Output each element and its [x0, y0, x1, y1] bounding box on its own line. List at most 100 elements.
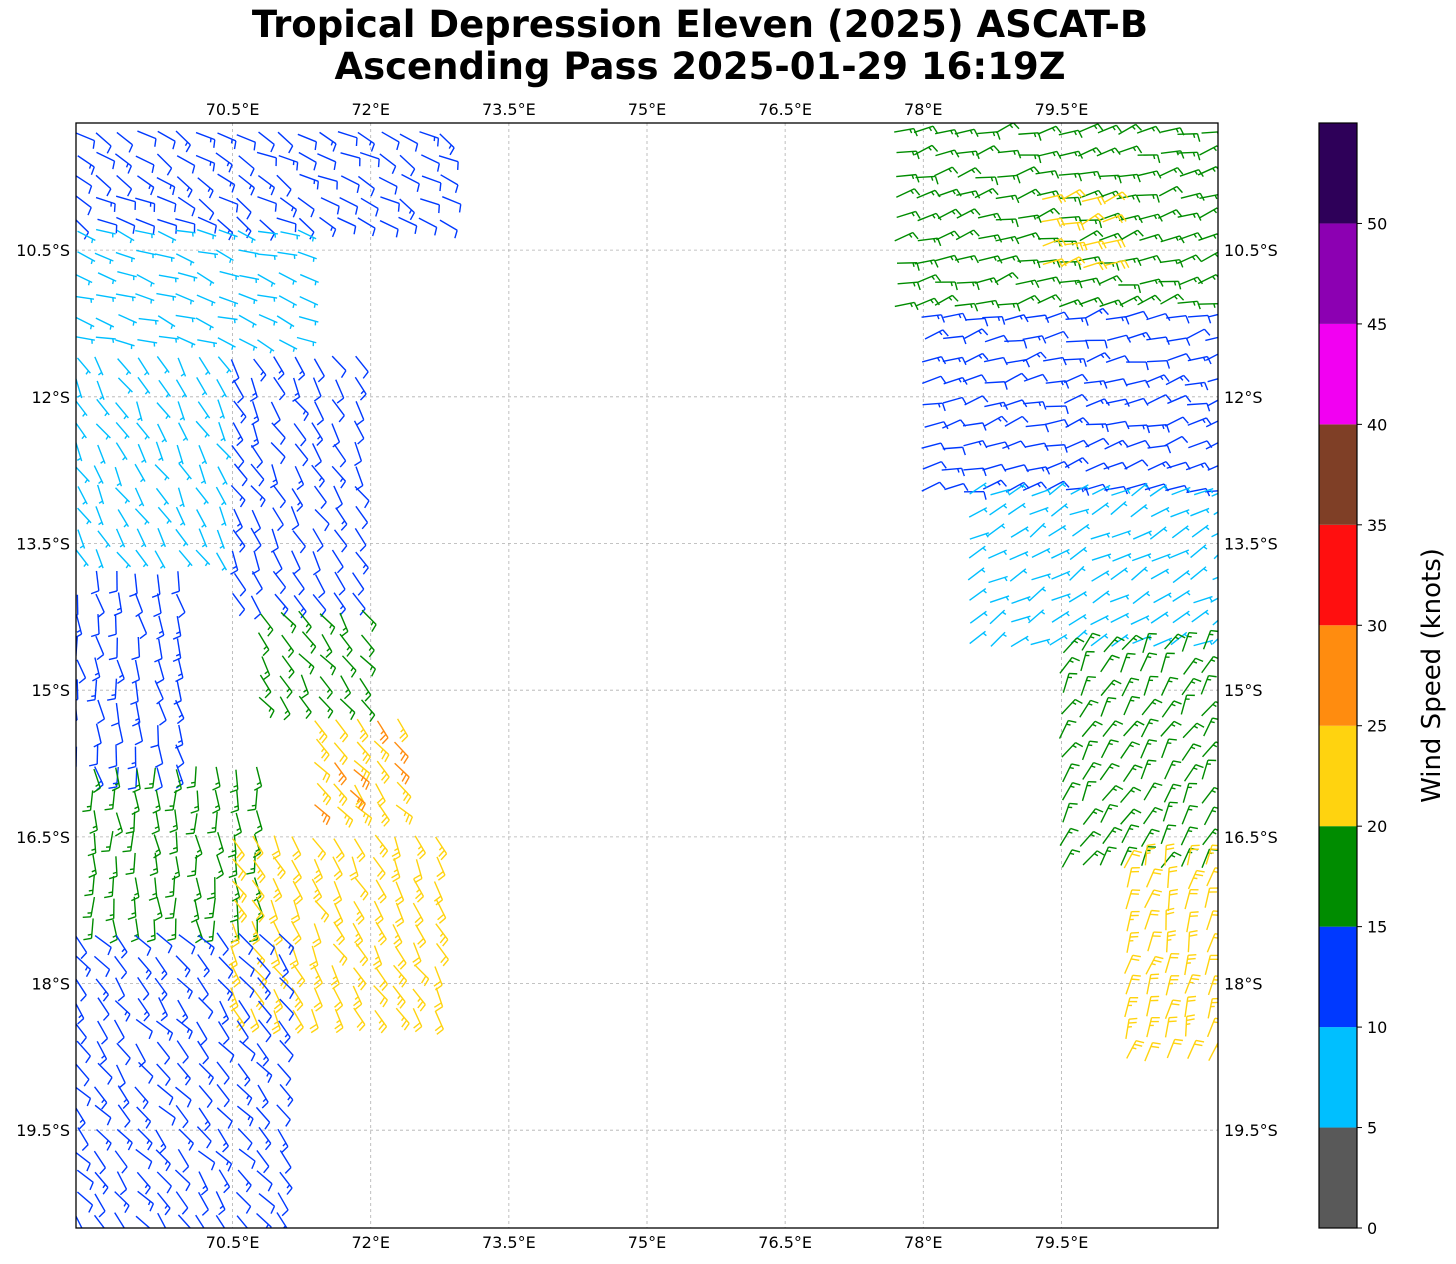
wind-barb — [151, 810, 161, 835]
wind-barb — [414, 964, 430, 987]
wind-barb — [896, 262, 920, 271]
wind-barb — [1145, 868, 1163, 888]
wind-barb — [983, 415, 1008, 427]
wind-barb — [1099, 299, 1124, 308]
wind-barb — [76, 1086, 92, 1107]
wind-barb — [232, 838, 245, 862]
wind-barb — [298, 217, 315, 240]
wind-barb — [292, 963, 306, 988]
wind-barb — [114, 1000, 131, 1022]
wind-barb — [177, 999, 189, 1024]
wind-barb — [212, 789, 221, 814]
wind-barb — [1062, 802, 1078, 823]
wind-barb — [436, 899, 447, 924]
wind-barb — [272, 855, 286, 880]
wind-barb — [418, 217, 438, 236]
wind-barb — [1009, 551, 1029, 561]
wind-barb — [1193, 487, 1214, 496]
wind-barb — [1146, 995, 1160, 1017]
wind-barb — [1144, 909, 1160, 930]
wind-barb — [94, 1193, 106, 1218]
wind-barb — [916, 274, 942, 284]
wind-barb — [333, 783, 348, 807]
wind-barb — [256, 1213, 272, 1228]
wind-barb — [195, 487, 209, 505]
wind-barb — [95, 506, 104, 526]
wind-barb — [1121, 634, 1144, 651]
wind-barb — [127, 767, 138, 790]
wind-barb — [381, 131, 400, 151]
wind-barb — [216, 1107, 233, 1129]
wind-barb — [985, 441, 1010, 450]
wind-barb — [217, 399, 226, 419]
wind-barb — [148, 877, 158, 901]
wind-barb — [333, 742, 348, 766]
wind-barb — [116, 229, 135, 244]
wind-barb — [1167, 888, 1179, 911]
wind-barb — [1200, 251, 1218, 263]
wind-barb — [176, 977, 193, 1000]
wind-barb — [1101, 784, 1124, 801]
wind-barb — [117, 1085, 130, 1110]
wind-barb — [352, 592, 366, 616]
wind-barb — [1207, 975, 1218, 996]
wind-barb — [167, 918, 177, 942]
wind-barb — [259, 219, 276, 241]
wind-barb — [116, 131, 134, 153]
wind-barb — [313, 358, 325, 383]
wind-barb — [77, 486, 88, 505]
wind-barb — [95, 635, 105, 661]
wind-barb — [158, 335, 179, 343]
wind-barb — [1044, 418, 1070, 428]
wind-barb — [157, 506, 172, 524]
wind-barb — [359, 677, 372, 702]
wind-barb — [1161, 700, 1182, 718]
wind-barb — [333, 762, 347, 786]
wind-barb — [1206, 933, 1218, 953]
wind-barb — [294, 443, 309, 467]
wind-barb — [1036, 190, 1061, 199]
wind-barb — [964, 395, 989, 406]
wind-barb — [250, 485, 266, 508]
wind-barb — [88, 854, 97, 879]
wind-barb — [1083, 380, 1108, 389]
wind-barb — [135, 1018, 153, 1040]
wind-barb — [1097, 124, 1122, 134]
wind-barb — [134, 508, 150, 525]
wind-barb — [1185, 462, 1211, 471]
lat-tick-label-right: 19.5°S — [1224, 1121, 1278, 1140]
wind-barb — [247, 789, 258, 812]
wind-barb — [219, 506, 227, 526]
wind-barb — [156, 1171, 172, 1194]
wind-barb — [1202, 828, 1218, 846]
wind-barb — [413, 859, 423, 884]
wind-barb — [1143, 782, 1163, 801]
wind-barb — [97, 699, 106, 725]
wind-barb — [356, 718, 369, 743]
wind-barb — [251, 401, 260, 426]
wind-barb — [136, 401, 143, 422]
colorbar-tick-label: 50 — [1367, 214, 1387, 233]
wind-barb — [974, 187, 999, 199]
wind-barb — [122, 830, 135, 853]
wind-barb — [1123, 849, 1142, 869]
wind-barb — [237, 1063, 251, 1087]
wind-barb — [394, 946, 407, 970]
wind-barb — [237, 1128, 253, 1151]
wind-barb — [374, 834, 389, 858]
wind-barb — [1130, 615, 1150, 625]
wind-barb — [136, 528, 147, 548]
wind-barb — [353, 838, 366, 863]
wind-barb — [921, 356, 947, 365]
wind-barb — [913, 125, 939, 134]
wind-barb — [96, 151, 116, 170]
wind-barb — [76, 549, 89, 567]
wind-barb — [319, 131, 337, 152]
wind-barb — [135, 197, 156, 212]
wind-barb — [1079, 230, 1104, 242]
colorbar-tick-label: 15 — [1367, 918, 1387, 937]
wind-barb — [1137, 294, 1162, 306]
wind-barb — [198, 445, 208, 465]
wind-barb — [291, 550, 301, 575]
wind-barb — [1147, 444, 1172, 454]
